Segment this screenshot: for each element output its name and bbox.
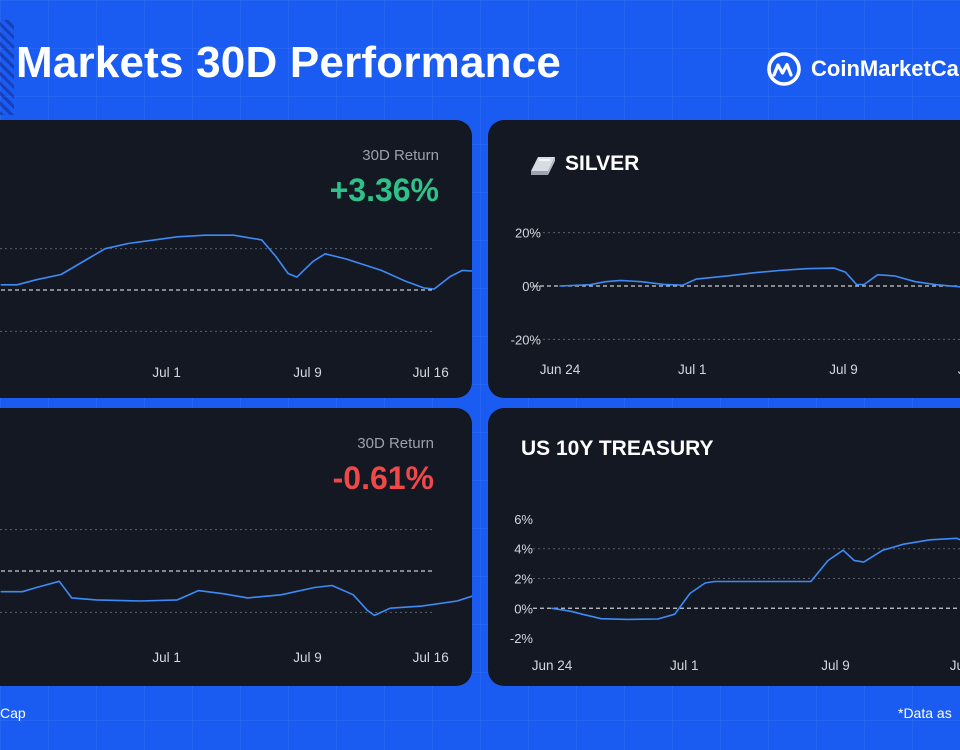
series-line bbox=[0, 580, 472, 617]
coinmarketcap-logo-icon bbox=[765, 50, 803, 88]
return-label: 30D Return bbox=[362, 147, 439, 164]
return-value: +3.36% bbox=[329, 172, 439, 208]
x-tick-label: Jul 1 bbox=[152, 365, 181, 380]
series-line bbox=[551, 537, 960, 621]
series-line bbox=[0, 234, 472, 290]
y-tick-label: 0% bbox=[522, 279, 541, 294]
x-tick-label: Jul 9 bbox=[829, 362, 858, 377]
y-tick-label: 6% bbox=[514, 512, 533, 527]
y-tick-label: 4% bbox=[514, 542, 533, 557]
y-tick-label: 20% bbox=[515, 226, 541, 241]
brand: CoinMarketCa bbox=[765, 50, 959, 88]
decorative-hatch bbox=[0, 20, 14, 115]
x-tick-label: Jun 24 bbox=[540, 362, 581, 377]
page-title: Markets 30D Performance bbox=[16, 38, 562, 87]
y-tick-label: 0% bbox=[514, 601, 533, 616]
footer-right: *Data as bbox=[898, 705, 952, 721]
return-value: -0.61% bbox=[332, 460, 434, 496]
x-tick-label: Jul 16 bbox=[413, 650, 449, 665]
x-tick-label: Jul 1 bbox=[152, 650, 181, 665]
chart-panel-silver: 20% 0% -20% Jun 24 Jul 1 Jul 9 Jul 16 SILVER bbox=[488, 120, 960, 398]
x-tick-label: Jul 9 bbox=[293, 650, 322, 665]
chart-panel-us10y: 6% 4% 2% 0% -2% Jun 24 Jul 1 Jul 9 Jul 16 US 10Y… bbox=[488, 408, 960, 686]
x-tick-label: Jul 1 bbox=[670, 658, 699, 673]
footer-left: Cap bbox=[0, 705, 26, 721]
panel-title-silver: SILVER bbox=[565, 152, 640, 175]
x-tick-label: Jul 16 bbox=[950, 658, 960, 673]
y-tick-label: -2% bbox=[510, 631, 534, 646]
brand-name: CoinMarketCa bbox=[811, 56, 959, 81]
y-tick-label: 2% bbox=[514, 571, 533, 586]
x-tick-label: Jul 16 bbox=[958, 362, 960, 377]
x-tick-label: Jul 9 bbox=[821, 658, 850, 673]
y-tick-label: -20% bbox=[511, 332, 542, 347]
x-tick-label: Jun 24 bbox=[532, 658, 573, 673]
series-line bbox=[559, 267, 960, 288]
chart-us10y-svg: 6% 4% 2% 0% -2% Jun 24 Jul 1 Jul 9 Jul 16 bbox=[510, 512, 960, 673]
x-tick-label: Jul 1 bbox=[678, 362, 707, 377]
x-tick-label: Jul 16 bbox=[413, 365, 449, 380]
return-label: 30D Return bbox=[357, 435, 434, 452]
panel-title-us10y: US 10Y TREASURY bbox=[521, 437, 714, 460]
chart-silver-svg: 20% 0% -20% Jun 24 Jul 1 Jul 9 Jul 16 bbox=[511, 226, 960, 377]
x-tick-label: Jul 9 bbox=[293, 365, 322, 380]
